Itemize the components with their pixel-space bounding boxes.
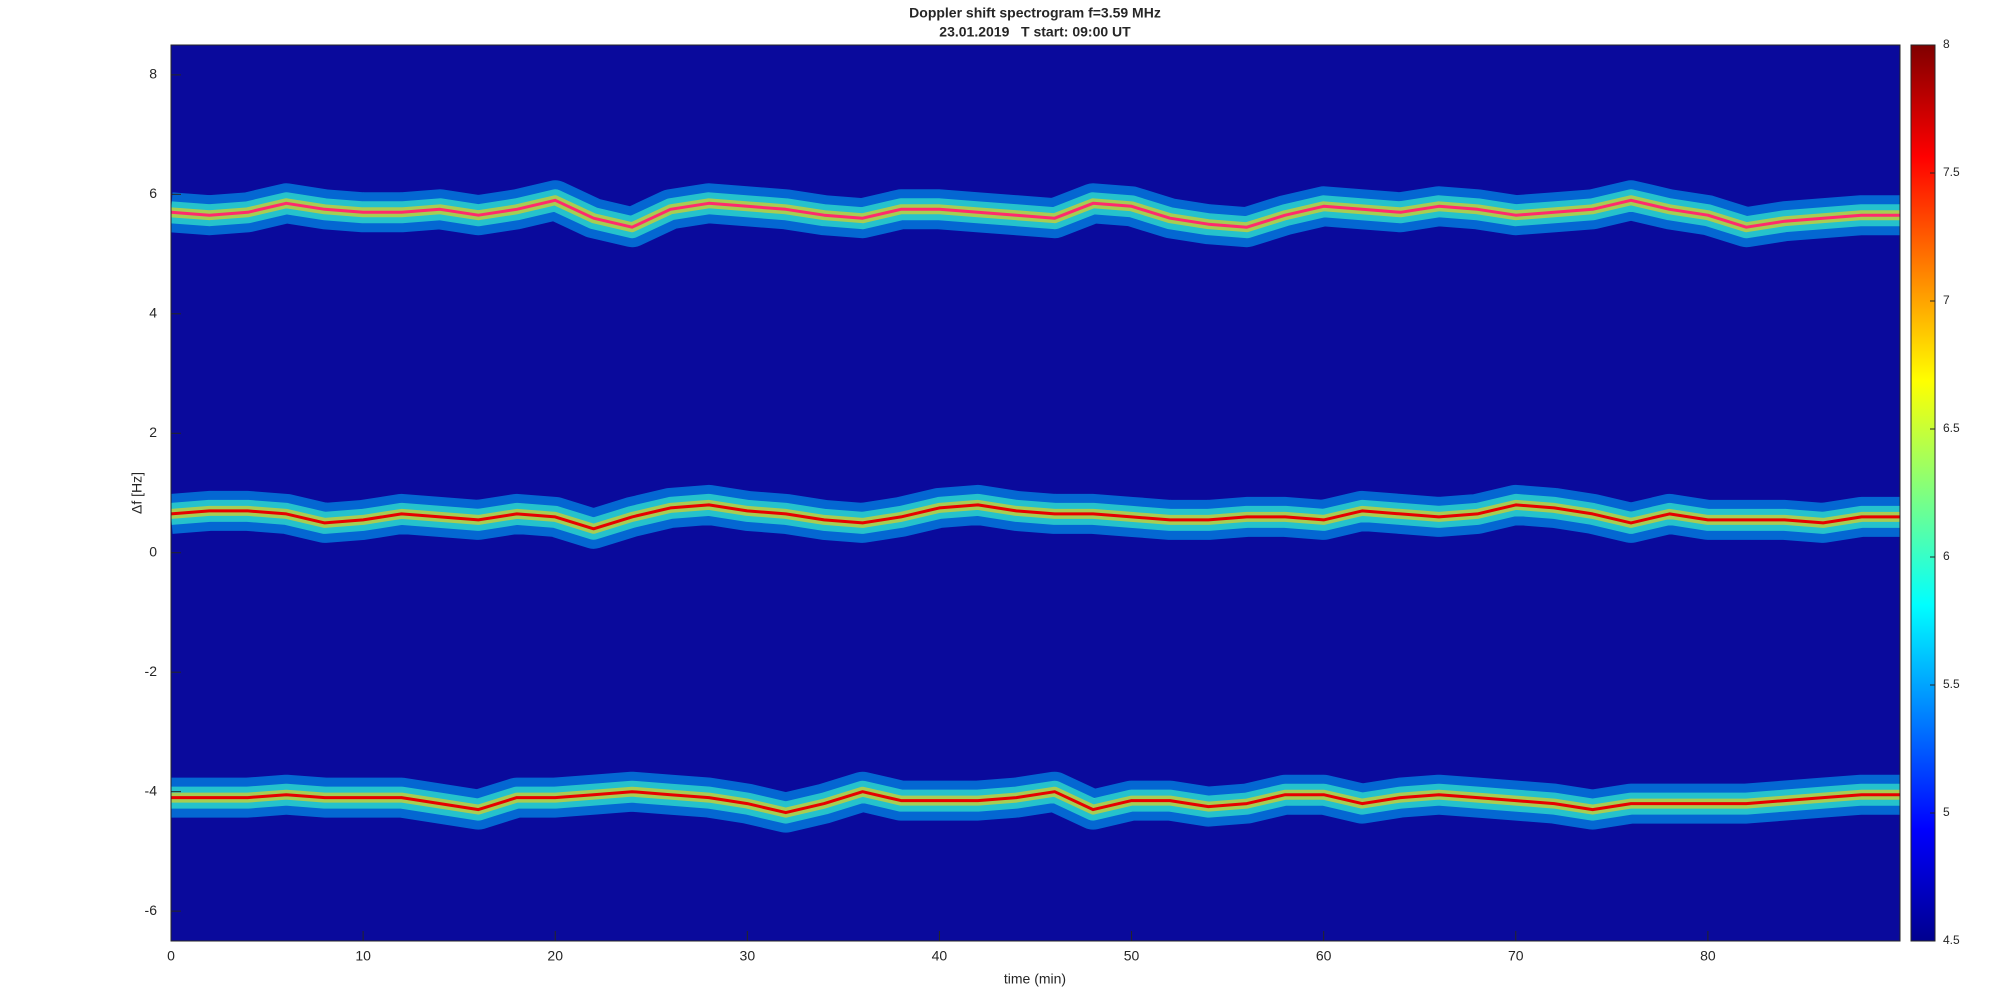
x-tick-label: 70 <box>1508 948 1524 964</box>
plot-area <box>171 180 1900 833</box>
y-axis-label: Δf [Hz] <box>129 472 145 514</box>
y-tick-label: 8 <box>149 66 157 82</box>
plot-frame <box>170 44 1901 942</box>
x-tick-label: 50 <box>1124 948 1140 964</box>
y-tick-label: 4 <box>149 305 157 321</box>
x-tick-label: 60 <box>1316 948 1332 964</box>
colorbar-tick-label: 6 <box>1943 549 1950 563</box>
y-tick-label: 2 <box>149 424 157 440</box>
trace-line <box>171 790 1900 815</box>
x-tick-label: 10 <box>355 948 371 964</box>
x-tick-label: 80 <box>1700 948 1716 964</box>
y-tick-label: -6 <box>145 902 158 918</box>
x-axis-label: time (min) <box>1004 971 1066 987</box>
colorbar-tick-label: 7.5 <box>1943 165 1960 179</box>
colorbar-tick-label: 5 <box>1943 805 1950 819</box>
colorbar-tick-label: 7 <box>1943 293 1950 307</box>
y-tick-label: -4 <box>145 782 158 798</box>
y-tick-label: -2 <box>145 663 158 679</box>
colorbar-tick-label: 8 <box>1943 37 1950 51</box>
x-tick-label: 40 <box>932 948 948 964</box>
x-tick-label: 30 <box>740 948 756 964</box>
colorbar <box>1910 44 1936 942</box>
trace-line <box>171 198 1900 229</box>
x-tick-label: 0 <box>167 948 175 964</box>
chart-title: Doppler shift spectrogram f=3.59 MHz <box>909 5 1161 21</box>
x-tick-label: 20 <box>547 948 563 964</box>
chart-subtitle: 23.01.2019 T start: 09:00 UT <box>939 24 1131 40</box>
colorbar-tick-label: 4.5 <box>1943 933 1960 947</box>
colorbar-tick-label: 6.5 <box>1943 421 1960 435</box>
trace-line <box>171 503 1900 531</box>
y-tick-label: 0 <box>149 543 157 559</box>
y-tick-label: 6 <box>149 185 157 201</box>
colorbar-tick-label: 5.5 <box>1943 677 1960 691</box>
